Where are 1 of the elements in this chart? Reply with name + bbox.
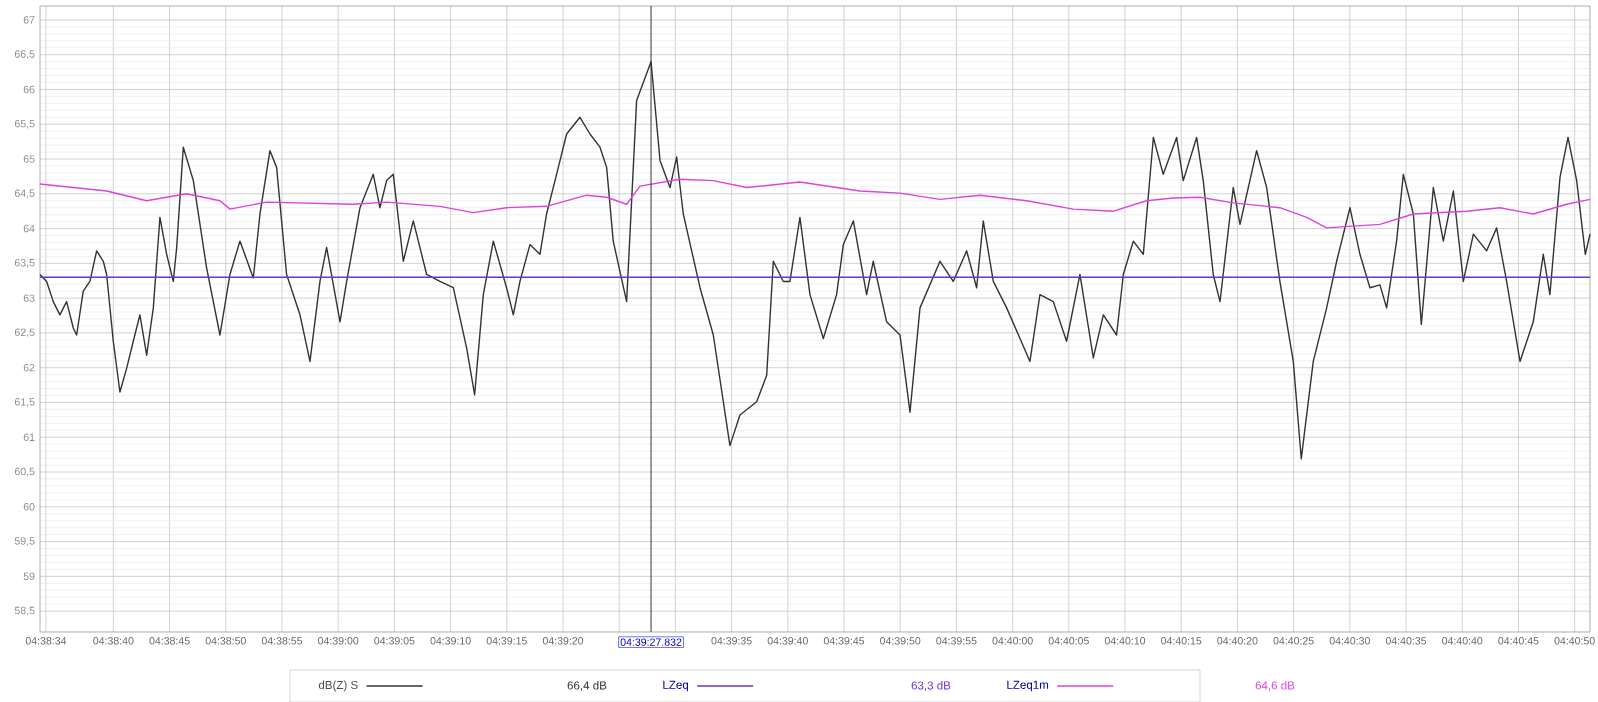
line-series (39, 178, 1591, 229)
